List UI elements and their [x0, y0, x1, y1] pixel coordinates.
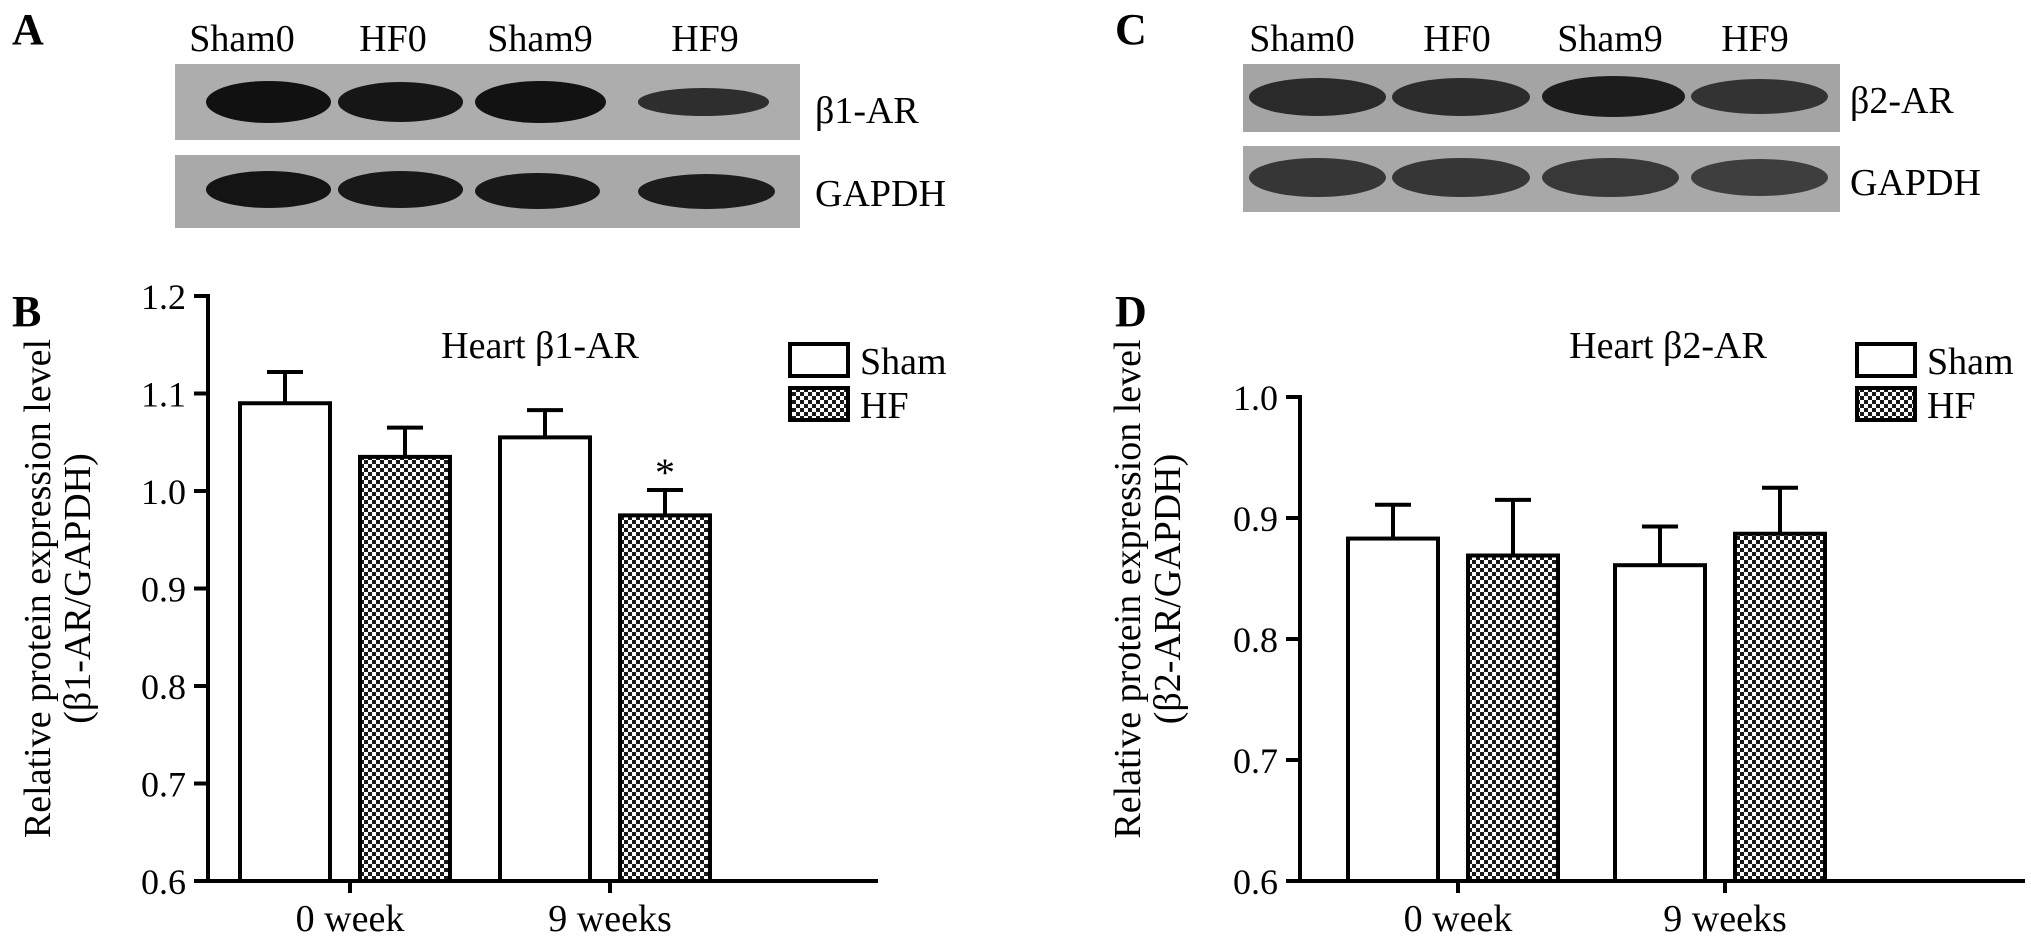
lane-label-sham9: Sham9 — [1557, 18, 1663, 60]
y-tick-label: 1.0 — [141, 472, 186, 512]
legend-label-hf: HF — [860, 385, 909, 427]
lane-label-hf9: HF9 — [1721, 18, 1789, 60]
x-tick-label: 9 weeks — [548, 898, 671, 940]
lane-label-hf0: HF0 — [1423, 18, 1491, 60]
bar-hf-0 — [358, 454, 452, 883]
blot-band — [475, 80, 607, 124]
blot-band — [1248, 157, 1387, 198]
y-tick-label: 0.8 — [141, 667, 186, 707]
y-tick-label: 0.6 — [1233, 862, 1278, 902]
blot-strip-gapdh-c — [1243, 146, 1840, 212]
y-tick-label: 0.9 — [1233, 499, 1278, 539]
bar-sham-0 — [1346, 536, 1440, 883]
panel-letter-d: D — [1115, 287, 1147, 336]
bar-sham-1 — [1613, 563, 1707, 883]
bar-sham-0 — [238, 401, 332, 883]
legend-swatch-hf — [788, 386, 850, 422]
y-tick-label: 0.7 — [1233, 741, 1278, 781]
blot-band — [637, 173, 775, 209]
blot-strip-gapdh-a — [175, 155, 800, 228]
y-axis-label-line2: (β2-AR/GAPDH) — [1147, 454, 1189, 725]
blot-band — [206, 171, 332, 208]
x-tick-label: 0 week — [296, 898, 405, 940]
blot-band — [337, 82, 463, 122]
y-tick-label: 1.2 — [141, 277, 186, 317]
blot-row-label-gapdh-a: GAPDH — [815, 173, 946, 215]
panel-letter-a: A — [12, 5, 44, 54]
lane-label-sham0: Sham0 — [189, 18, 295, 60]
lane-label-sham9: Sham9 — [487, 18, 593, 60]
blot-band — [1690, 159, 1829, 197]
blot-band — [1392, 77, 1530, 116]
blot-band — [1541, 157, 1679, 198]
blot-row-label-gapdh-c: GAPDH — [1850, 162, 1981, 204]
legend-swatch-sham — [1855, 342, 1917, 378]
x-tick-label: 0 week — [1404, 898, 1513, 940]
blot-band — [1392, 157, 1530, 198]
lane-label-hf9: HF9 — [671, 18, 739, 60]
blot-band — [637, 88, 769, 116]
panel-letter-c: C — [1115, 5, 1147, 54]
y-tick-label: 1.1 — [141, 375, 186, 415]
y-tick-label: 0.7 — [141, 765, 186, 805]
blot-band — [1541, 76, 1685, 118]
legend-label-sham: Sham — [1927, 341, 2014, 383]
blot-band — [475, 172, 600, 210]
blot-row-label-beta2: β2-AR — [1850, 80, 1954, 122]
y-tick-label: 1.0 — [1233, 378, 1278, 418]
y-axis-label-line1: Relative protein expression level — [1107, 339, 1149, 838]
bar-hf-1 — [618, 513, 712, 883]
y-axis-label-line2: (β1-AR/GAPDH) — [57, 453, 99, 724]
legend-label-sham: Sham — [860, 341, 947, 383]
lane-label-sham0: Sham0 — [1249, 18, 1355, 60]
lane-label-hf0: HF0 — [359, 18, 427, 60]
blot-band — [337, 171, 463, 208]
legend-swatch-sham — [788, 342, 850, 378]
blot-band — [1690, 78, 1829, 115]
chart-title: Heart β1-AR — [441, 325, 639, 367]
blot-strip-beta2 — [1243, 64, 1840, 132]
bar-hf-1 — [1733, 531, 1827, 883]
panel-letter-b: B — [12, 287, 42, 336]
blot-strip-beta1 — [175, 64, 800, 140]
y-tick-label: 0.6 — [141, 862, 186, 902]
blot-band — [206, 80, 332, 124]
chart-title: Heart β2-AR — [1569, 325, 1767, 367]
legend-label-hf: HF — [1927, 385, 1976, 427]
bar-hf-0 — [1466, 553, 1560, 883]
y-tick-label: 0.8 — [1233, 620, 1278, 660]
significance-marker: * — [655, 450, 675, 495]
bar-sham-1 — [498, 435, 592, 883]
legend-swatch-hf — [1855, 386, 1917, 422]
x-tick-label: 9 weeks — [1663, 898, 1786, 940]
y-axis-label-line1: Relative protein expression level — [17, 339, 59, 838]
y-tick-label: 0.9 — [141, 570, 186, 610]
blot-row-label-beta1: β1-AR — [815, 90, 919, 132]
blot-band — [1248, 77, 1387, 116]
